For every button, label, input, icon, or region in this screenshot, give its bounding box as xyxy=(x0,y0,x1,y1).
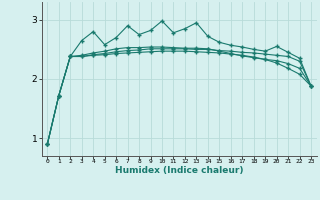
X-axis label: Humidex (Indice chaleur): Humidex (Indice chaleur) xyxy=(115,166,244,175)
